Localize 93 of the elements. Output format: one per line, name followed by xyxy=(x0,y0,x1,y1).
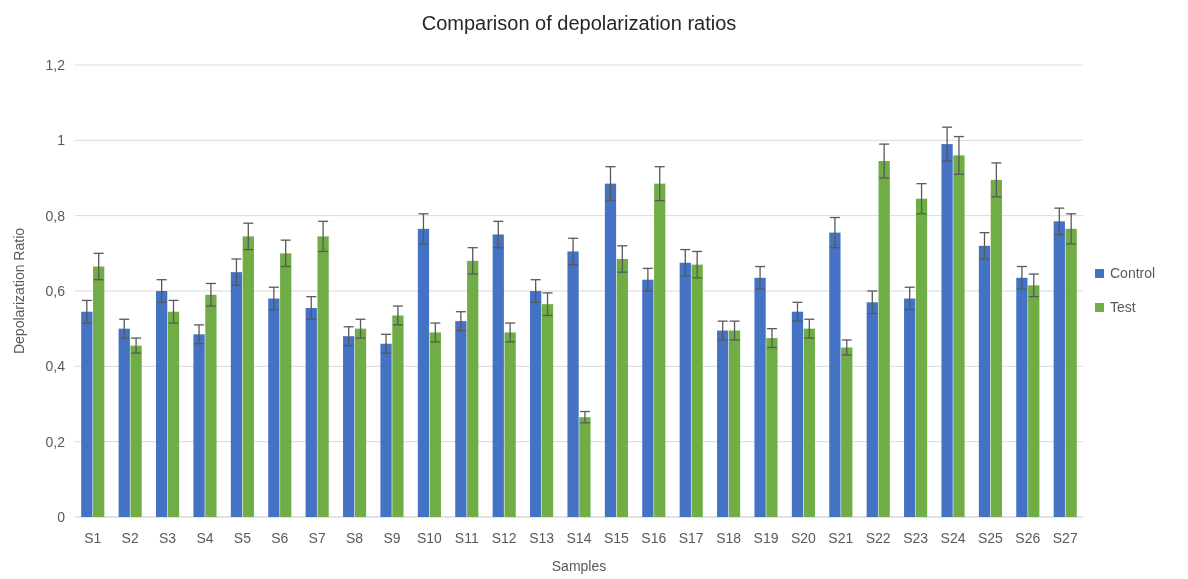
x-tick-label: S19 xyxy=(753,530,779,546)
bar xyxy=(953,155,965,517)
x-tick-label: S11 xyxy=(454,530,479,546)
bar xyxy=(941,144,953,517)
bar xyxy=(829,232,841,517)
y-axis-title: Depolarization Ratio xyxy=(11,227,27,355)
bar xyxy=(1028,285,1040,517)
x-tick-label: S16 xyxy=(641,530,667,546)
bar xyxy=(268,298,280,517)
x-tick-label: S3 xyxy=(159,530,177,546)
chart-title: Comparison of depolarization ratios xyxy=(421,12,737,34)
bar xyxy=(978,245,991,517)
bar xyxy=(343,336,355,517)
bar xyxy=(1016,277,1028,517)
bar xyxy=(193,334,205,517)
bar xyxy=(455,321,467,517)
x-tick-label: S18 xyxy=(716,530,742,546)
bar xyxy=(156,291,168,517)
bar xyxy=(717,330,729,517)
bar xyxy=(841,347,853,517)
x-tick-label: S2 xyxy=(121,530,139,546)
y-tick-label: 0,2 xyxy=(45,433,66,450)
bar xyxy=(579,417,591,517)
bar xyxy=(878,161,890,517)
bar xyxy=(904,298,916,517)
x-tick-label: S7 xyxy=(308,530,326,546)
x-tick-label: S25 xyxy=(977,530,1004,546)
bar xyxy=(642,279,654,517)
bar xyxy=(541,304,554,517)
x-tick-label: S15 xyxy=(603,530,630,546)
x-tick-label: S26 xyxy=(1015,530,1041,546)
x-tick-label: S17 xyxy=(678,530,704,546)
bar xyxy=(616,258,628,517)
x-tick-label: S22 xyxy=(865,530,891,546)
bar xyxy=(467,260,479,517)
bar xyxy=(728,330,741,517)
x-tick-label: S8 xyxy=(346,530,364,546)
y-tick-label: 0,4 xyxy=(45,358,66,375)
bar xyxy=(504,332,516,517)
bar xyxy=(81,311,93,517)
bar xyxy=(679,262,691,517)
bar xyxy=(130,345,142,517)
x-tick-label: S6 xyxy=(271,530,289,546)
bar xyxy=(1053,221,1065,517)
x-axis-title: Samples xyxy=(551,558,607,574)
bar xyxy=(492,234,504,517)
y-tick-label: 0,8 xyxy=(45,207,66,224)
x-tick-label: S12 xyxy=(491,530,517,546)
bar xyxy=(242,236,254,517)
x-tick-label: S23 xyxy=(903,530,929,546)
y-tick-label: 1 xyxy=(57,132,66,149)
bar xyxy=(93,266,105,517)
bar xyxy=(791,311,804,517)
x-tick-label: S24 xyxy=(940,530,966,546)
legend-label: Test xyxy=(1110,299,1136,315)
x-tick-label: S14 xyxy=(566,530,592,546)
x-tick-label: S20 xyxy=(790,530,817,546)
bar xyxy=(230,272,243,517)
x-tick-label: S9 xyxy=(383,530,401,546)
x-tick-label: S13 xyxy=(529,530,555,546)
bar xyxy=(604,183,617,517)
bar xyxy=(766,338,778,517)
x-tick-label: S1 xyxy=(84,530,102,546)
bar xyxy=(429,332,441,517)
bar xyxy=(866,302,878,517)
bar xyxy=(305,307,317,517)
y-tick-label: 0,6 xyxy=(45,282,66,299)
bar xyxy=(280,253,292,517)
bar xyxy=(803,328,815,517)
bar xyxy=(567,251,579,517)
bar xyxy=(167,311,180,517)
bar xyxy=(654,183,666,517)
bar xyxy=(990,179,1002,517)
bar xyxy=(417,228,430,517)
legend-label: Control xyxy=(1110,265,1156,281)
x-tick-label: S21 xyxy=(828,530,854,546)
bar xyxy=(530,291,542,517)
y-tick-label: 0 xyxy=(57,508,66,525)
bar xyxy=(392,315,404,517)
y-tick-label: 1,2 xyxy=(45,56,66,73)
bar xyxy=(915,198,928,517)
bar xyxy=(754,277,766,517)
bar xyxy=(317,236,329,517)
bar xyxy=(118,328,130,517)
bar xyxy=(354,328,367,517)
x-tick-label: S4 xyxy=(196,530,214,546)
bar xyxy=(1065,228,1077,517)
x-tick-label: S5 xyxy=(233,530,252,546)
bar xyxy=(380,343,392,517)
x-tick-label: S10 xyxy=(416,530,443,546)
x-tick-label: S27 xyxy=(1052,530,1078,546)
bar xyxy=(205,294,217,517)
bar xyxy=(691,264,703,517)
